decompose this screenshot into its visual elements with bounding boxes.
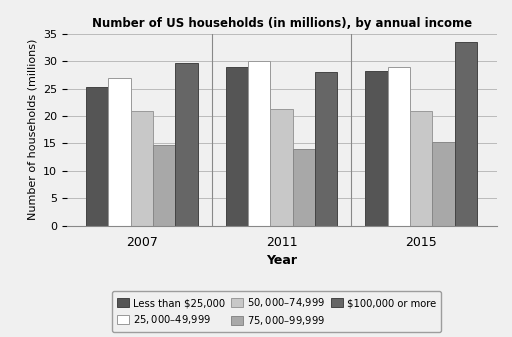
Title: Number of US households (in millions), by annual income: Number of US households (in millions), b… bbox=[92, 17, 472, 30]
Bar bbox=[270, 110, 293, 226]
Bar bbox=[315, 72, 337, 226]
Y-axis label: Number of households (millions): Number of households (millions) bbox=[27, 39, 37, 220]
Bar bbox=[388, 67, 410, 226]
X-axis label: Year: Year bbox=[266, 254, 297, 267]
Bar bbox=[153, 145, 176, 226]
Bar bbox=[109, 78, 131, 226]
Bar bbox=[226, 67, 248, 226]
Bar bbox=[455, 42, 477, 226]
Bar bbox=[366, 71, 388, 226]
Bar bbox=[248, 61, 270, 226]
Bar bbox=[176, 63, 198, 226]
Legend: Less than $25,000, $25,000–$49,999, $50,000–$74,999, $75,000–$99,999, $100,000 o: Less than $25,000, $25,000–$49,999, $50,… bbox=[112, 291, 441, 332]
Bar bbox=[410, 111, 433, 226]
Bar bbox=[433, 142, 455, 226]
Bar bbox=[293, 149, 315, 226]
Bar bbox=[86, 87, 109, 226]
Bar bbox=[131, 111, 153, 226]
